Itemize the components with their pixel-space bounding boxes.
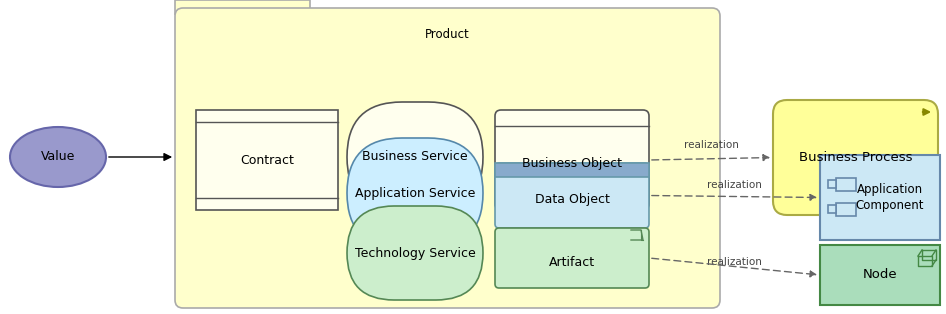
Text: Business Process: Business Process [798, 151, 912, 164]
Text: Technology Service: Technology Service [355, 246, 476, 259]
Bar [828, 204, 836, 213]
Text: Application Service: Application Service [355, 187, 475, 199]
Text: Product: Product [425, 28, 469, 41]
Text: Artifact: Artifact [549, 256, 595, 268]
FancyBboxPatch shape [347, 138, 483, 248]
Bar [175, 0, 310, 14]
FancyBboxPatch shape [495, 110, 649, 210]
FancyBboxPatch shape [495, 163, 649, 228]
Text: realization: realization [707, 257, 762, 267]
Bar [820, 245, 940, 305]
Bar [495, 163, 649, 177]
FancyBboxPatch shape [773, 100, 938, 215]
Text: Business Service: Business Service [362, 150, 468, 164]
Bar [836, 203, 856, 215]
Ellipse shape [10, 127, 106, 187]
FancyBboxPatch shape [175, 8, 720, 308]
Text: Node: Node [863, 268, 898, 281]
Text: Contract: Contract [240, 154, 294, 166]
FancyBboxPatch shape [347, 206, 483, 300]
Bar [196, 110, 338, 210]
Text: realization: realization [707, 180, 762, 190]
Text: Business Object: Business Object [522, 158, 622, 171]
FancyBboxPatch shape [495, 228, 649, 288]
Bar [820, 155, 940, 240]
Text: Application
Component: Application Component [856, 183, 924, 212]
Text: realization: realization [684, 139, 739, 149]
FancyBboxPatch shape [347, 102, 483, 212]
Text: Value: Value [41, 150, 75, 164]
Bar [836, 177, 856, 191]
Text: Data Object: Data Object [534, 193, 609, 206]
Bar [828, 180, 836, 187]
